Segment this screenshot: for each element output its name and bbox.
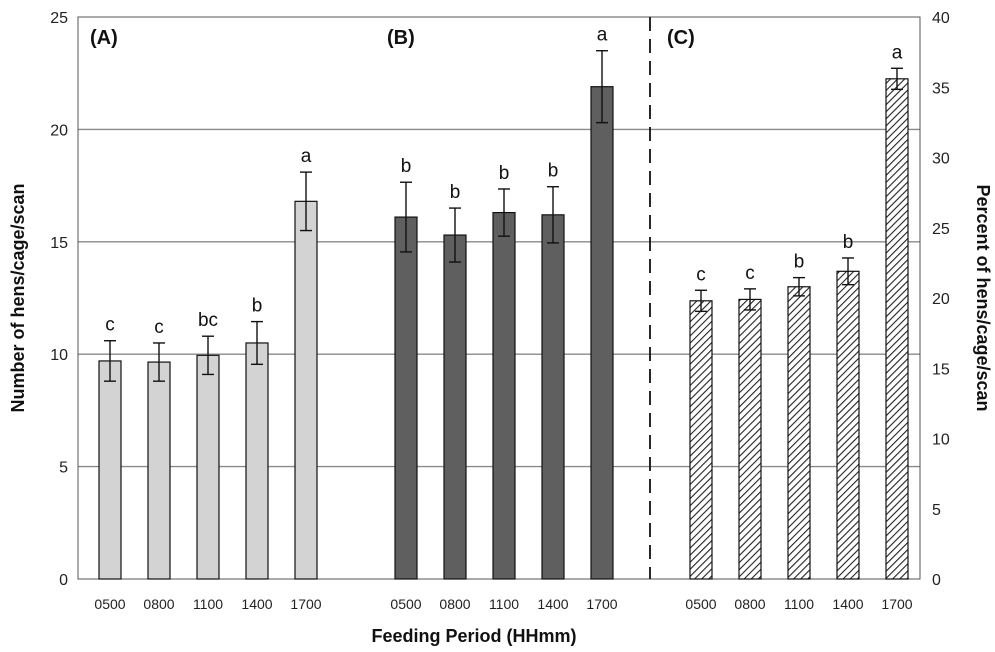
- x-axis-title: Feeding Period (HHmm): [371, 626, 576, 646]
- bar-panel2-0500: [394, 216, 418, 580]
- bar-panel3-0500: [689, 300, 713, 580]
- right-tick-label: 0: [932, 572, 941, 589]
- significance-letter: c: [745, 263, 755, 284]
- left-tick-label: 10: [50, 347, 68, 364]
- category-label: 1700: [586, 596, 617, 612]
- right-tick-label: 25: [932, 221, 950, 238]
- significance-letter: b: [843, 232, 854, 253]
- left-tick-label: 25: [50, 10, 68, 27]
- bar-panel2-1100: [492, 211, 516, 580]
- significance-letter: b: [794, 252, 805, 273]
- category-label: 1100: [193, 596, 223, 612]
- category-label: 0500: [685, 596, 716, 612]
- panel-label: (B): [387, 27, 415, 49]
- panel-label: (C): [667, 27, 695, 49]
- right-tick-label: 35: [932, 80, 950, 97]
- bar-panel3-1400: [836, 270, 860, 580]
- significance-letter: b: [548, 161, 559, 182]
- significance-labels: c c bc b a b b b b a c c b b a: [105, 25, 902, 338]
- significance-letter: b: [252, 296, 263, 317]
- bar-panel1-0500: [98, 360, 122, 580]
- category-label: 0800: [734, 596, 765, 612]
- bar-panel1-1400: [245, 342, 269, 580]
- bar-panel2-0800: [443, 234, 467, 580]
- category-label: 0800: [439, 596, 470, 612]
- category-label: 0500: [390, 596, 421, 612]
- category-label: 0800: [143, 596, 174, 612]
- bar-panel1-1700: [294, 200, 318, 580]
- left-axis-ticks: 0 5 10 15 20 25: [50, 10, 68, 589]
- significance-letter: b: [401, 156, 412, 177]
- y-axis-title-left: Number of hens/cage/scan: [8, 183, 28, 412]
- significance-letter: c: [154, 317, 164, 338]
- bar-panel3-0800: [738, 298, 762, 580]
- left-tick-label: 20: [50, 122, 68, 139]
- category-label: 1100: [489, 596, 519, 612]
- category-labels: 0500 0800 1100 1400 1700 0500 0800 1100 1400 1700…: [94, 596, 912, 612]
- bar-panel1-1100: [196, 354, 220, 580]
- right-tick-label: 5: [932, 502, 941, 519]
- panel-labels: (A) (B) (C): [90, 27, 695, 49]
- category-label: 1400: [241, 596, 272, 612]
- right-tick-label: 40: [932, 10, 950, 27]
- bar-panel3-1700: [885, 78, 909, 580]
- category-label: 1100: [784, 596, 814, 612]
- y-axis-title-right: Percent of hens/cage/scan: [973, 184, 993, 411]
- category-label: 0500: [94, 596, 125, 612]
- category-label: 1400: [537, 596, 568, 612]
- right-tick-label: 20: [932, 291, 950, 308]
- significance-letter: c: [696, 264, 706, 285]
- significance-letter: b: [450, 182, 461, 203]
- significance-letter: a: [892, 42, 903, 63]
- right-tick-label: 15: [932, 361, 950, 378]
- bar-panel2-1700: [590, 86, 614, 580]
- category-label: 1400: [832, 596, 863, 612]
- right-tick-label: 10: [932, 432, 950, 449]
- bar-panel2-1400: [541, 214, 565, 580]
- left-tick-label: 15: [50, 235, 68, 252]
- significance-letter: c: [105, 315, 115, 336]
- bar-panel1-0800: [147, 361, 171, 580]
- left-tick-label: 0: [59, 572, 68, 589]
- right-tick-label: 30: [932, 151, 950, 168]
- significance-letter: a: [301, 146, 312, 167]
- significance-letter: a: [597, 25, 608, 46]
- category-label: 1700: [881, 596, 912, 612]
- left-tick-label: 5: [59, 460, 68, 477]
- significance-letter: b: [499, 163, 510, 184]
- right-axis-ticks: 0 5 10 15 20 25 30 35 40: [932, 10, 950, 589]
- significance-letter: bc: [198, 310, 218, 331]
- bar-panel3-1100: [787, 286, 811, 580]
- panel-label: (A): [90, 27, 118, 49]
- error-bars: [104, 50, 903, 382]
- category-label: 1700: [290, 596, 321, 612]
- bars: [98, 78, 909, 580]
